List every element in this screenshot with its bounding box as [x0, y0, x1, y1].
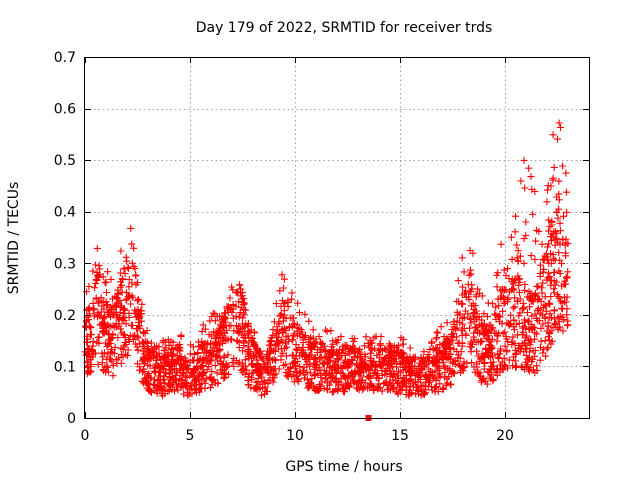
data-points: [81, 119, 572, 421]
y-tick-label: 0.6: [54, 102, 76, 118]
y-tick-label: 0.7: [54, 50, 76, 66]
y-tick-label: 0.3: [54, 256, 76, 272]
x-tick-label: 10: [286, 428, 304, 444]
chart-title: Day 179 of 2022, SRMTID for receiver trd…: [196, 20, 493, 36]
scatter-points: [81, 119, 572, 400]
y-tick-label: 0.4: [54, 205, 76, 221]
x-axis-label: GPS time / hours: [285, 459, 402, 475]
axis-ticks: 0 0.1 0.2 0.3 0.4 0.5 0.6 0.7 0 5 10 15 20: [54, 50, 589, 444]
x-tick-label: 15: [391, 428, 409, 444]
grid-lines: [85, 57, 589, 418]
plot-frame: [84, 57, 590, 419]
x-tick-label: 0: [81, 428, 90, 444]
x-tick-label: 5: [186, 428, 195, 444]
y-axis-label: SRMTID / TECUs: [6, 182, 22, 295]
y-tick-label: 0: [67, 411, 76, 427]
y-tick-label: 0.2: [54, 308, 76, 324]
x-tick-label: 20: [496, 428, 514, 444]
y-tick-label: 0.1: [54, 359, 76, 375]
y-tick-label: 0.5: [54, 153, 76, 169]
